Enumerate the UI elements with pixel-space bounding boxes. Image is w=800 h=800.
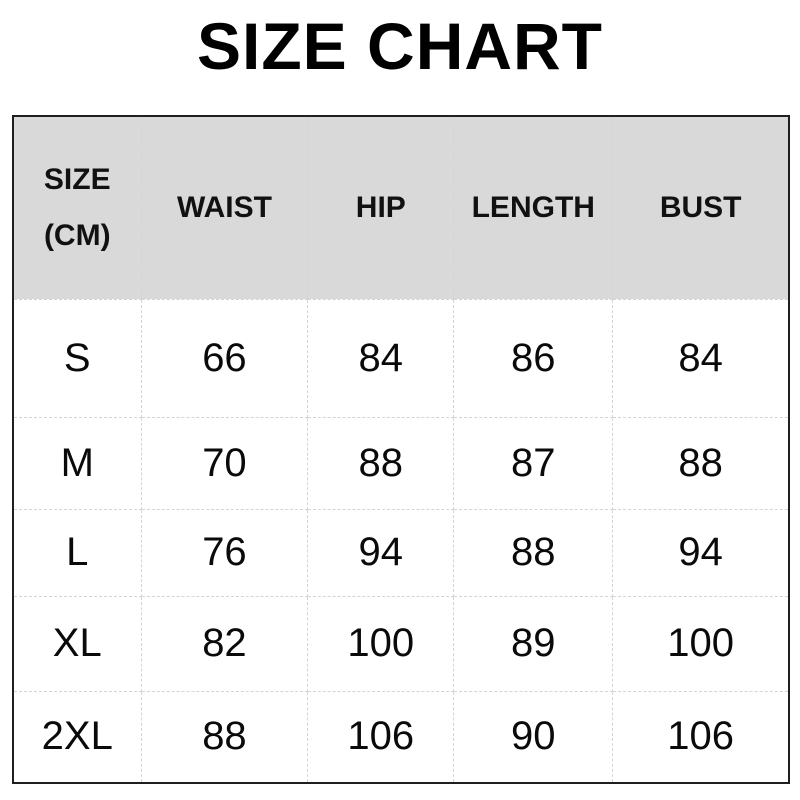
cell-waist: 76: [140, 508, 309, 597]
page-title: SIZE CHART: [197, 9, 603, 83]
cell-size: L: [12, 508, 142, 597]
cell-bust: 100: [612, 595, 790, 692]
table-row: XL 82 100 89 100: [12, 595, 790, 692]
cell-size: 2XL: [12, 690, 142, 784]
cell-hip: 88: [307, 416, 455, 510]
size-chart-table: SIZE (CM) WAIST HIP LENGTH BUST S 66 84 …: [12, 115, 790, 784]
header-size-cm: SIZE (CM): [12, 115, 142, 300]
cell-bust: 94: [612, 508, 790, 597]
cell-length: 90: [453, 690, 614, 784]
header-length: LENGTH: [453, 115, 614, 300]
header-size-line1: SIZE: [43, 162, 111, 196]
cell-hip: 100: [307, 595, 455, 692]
cell-size: M: [12, 416, 142, 510]
cell-bust: 84: [612, 298, 790, 418]
header-waist: WAIST: [140, 115, 309, 300]
cell-size: S: [12, 298, 142, 418]
cell-waist: 66: [140, 298, 309, 418]
cell-size: XL: [12, 595, 142, 692]
table-row: L 76 94 88 94: [12, 508, 790, 597]
cell-waist: 82: [140, 595, 309, 692]
cell-hip: 84: [307, 298, 455, 418]
header-bust: BUST: [612, 115, 790, 300]
table-row: 2XL 88 106 90 106: [12, 690, 790, 784]
cell-bust: 106: [612, 690, 790, 784]
table-header-row: SIZE (CM) WAIST HIP LENGTH BUST: [12, 115, 790, 300]
cell-length: 87: [453, 416, 614, 510]
header-size-line2: (CM): [43, 218, 111, 252]
cell-waist: 70: [140, 416, 309, 510]
cell-length: 86: [453, 298, 614, 418]
cell-length: 89: [453, 595, 614, 692]
cell-length: 88: [453, 508, 614, 597]
cell-waist: 88: [140, 690, 309, 784]
table-row: M 70 88 87 88: [12, 416, 790, 510]
header-hip: HIP: [307, 115, 455, 300]
cell-hip: 106: [307, 690, 455, 784]
cell-bust: 88: [612, 416, 790, 510]
table-row: S 66 84 86 84: [12, 298, 790, 418]
cell-hip: 94: [307, 508, 455, 597]
